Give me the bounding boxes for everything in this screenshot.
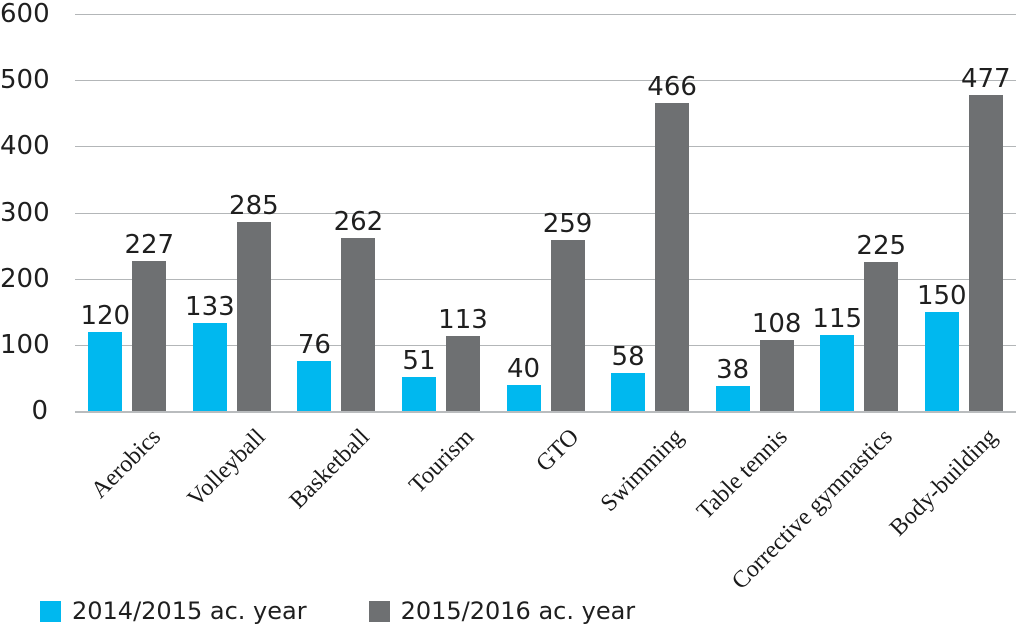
data-label: 120: [80, 300, 131, 331]
x-axis-category-labels: Aerobics Volleyball Basketball Tourism GTO Sw…: [75, 411, 1016, 596]
data-label: 259: [542, 208, 593, 239]
bar-series-2: [132, 260, 167, 411]
bar-wrap: 259: [543, 210, 592, 411]
category-group: 58 466: [598, 14, 703, 411]
data-label: 285: [229, 191, 279, 222]
y-tick-label: 500: [0, 65, 50, 96]
category-group: 115 225: [807, 14, 912, 411]
bar-wrap: 51: [401, 347, 436, 411]
data-label: 227: [124, 229, 175, 260]
bar-wrap: 225: [856, 232, 906, 411]
data-label: 115: [812, 303, 863, 334]
bar-wrap: 133: [185, 293, 235, 411]
data-label: 51: [402, 346, 436, 377]
bar-wrap: 108: [752, 310, 801, 411]
bar-wrap: 115: [812, 305, 862, 411]
y-tick-label: 400: [0, 131, 50, 162]
bar-series-1: [506, 384, 541, 411]
bar-series-1: [924, 311, 959, 411]
y-tick-label: 600: [0, 0, 50, 29]
data-label: 477: [960, 64, 1011, 95]
bar-series-1: [297, 360, 332, 411]
data-label: 133: [185, 292, 235, 322]
category-group: 38 108: [702, 14, 807, 411]
data-label: 38: [716, 354, 750, 385]
y-tick-label: 100: [0, 329, 50, 360]
bar-wrap: 40: [506, 355, 541, 411]
bar-wrap: 466: [647, 73, 697, 411]
category-label: Aerobics: [86, 424, 166, 504]
bar-series-2: [864, 262, 899, 411]
bar-series-1: [820, 334, 855, 411]
category-group: 76 262: [284, 14, 389, 411]
data-label: 262: [333, 206, 384, 237]
gridline: [75, 344, 1016, 346]
bar-series-2: [550, 239, 585, 411]
data-label: 40: [506, 353, 541, 384]
legend: 2014/2015 ac. year 2015/2016 ac. year: [40, 598, 635, 624]
bar-wrap: 113: [438, 306, 488, 411]
data-label: 58: [611, 341, 645, 372]
legend-label: 2014/2015 ac. year: [72, 597, 307, 625]
gridline: [75, 14, 1016, 15]
bar-series-2: [759, 339, 794, 411]
category-group: 133 285: [180, 14, 285, 411]
legend-swatch-icon: [368, 600, 390, 622]
bar-series-2: [236, 222, 271, 411]
legend-item: 2014/2015 ac. year: [40, 598, 307, 624]
y-tick-label: 0: [31, 396, 48, 426]
bar-series-1: [715, 385, 750, 411]
bar-wrap: 120: [80, 302, 130, 411]
data-label: 76: [297, 329, 331, 360]
legend-item: 2015/2016 ac. year: [368, 597, 636, 625]
bar-wrap: 285: [229, 192, 279, 411]
x-axis-line: [75, 411, 1016, 413]
bar-series-2: [968, 95, 1003, 411]
gridline: [75, 80, 1016, 82]
data-label: 113: [438, 305, 488, 336]
bar-series-1: [611, 372, 646, 411]
category-label: Basketball: [284, 424, 375, 515]
bar-wrap: 58: [611, 343, 646, 411]
category-label: GTO: [530, 424, 584, 477]
data-label: 150: [916, 280, 967, 311]
category-group: 120 227: [75, 14, 180, 411]
gridline: [75, 278, 1016, 280]
bar-series-2: [341, 237, 376, 411]
bar-wrap: 227: [124, 231, 174, 411]
category-label: Table tennis: [692, 424, 793, 525]
gridline: [75, 212, 1016, 214]
bar-wrap: 76: [297, 331, 332, 411]
bar-series-1: [401, 377, 436, 411]
y-tick-label: 300: [0, 197, 50, 228]
data-label: 466: [647, 71, 697, 102]
legend-label: 2015/2016 ac. year: [400, 597, 636, 625]
bar-wrap: 262: [334, 208, 383, 411]
data-label: 225: [856, 231, 907, 262]
gridline: [75, 146, 1016, 148]
bar-wrap: 38: [715, 356, 750, 411]
bar-series-2: [445, 336, 480, 411]
bar-series-1: [192, 323, 227, 411]
bar-wrap: 150: [917, 282, 967, 411]
category-group: 150 477: [912, 14, 1016, 411]
bar-series-2: [655, 102, 690, 411]
category-label: Volleyball: [182, 424, 271, 512]
plot-area: 120 227 133 285 76 262 51 113 40 259 58 466 38 108 115…: [75, 14, 1016, 411]
bar-series-1: [88, 331, 123, 411]
category-label: Body-building: [884, 424, 1003, 542]
category-group: 40 259: [493, 14, 598, 411]
y-tick-label: 200: [0, 263, 50, 294]
legend-swatch-icon: [40, 600, 61, 622]
category-label: Swimming: [595, 424, 689, 517]
data-label: 108: [751, 308, 802, 339]
category-group: 51 113: [389, 14, 494, 411]
category-label: Tourism: [404, 424, 480, 499]
category-label: Corrective gymnastics: [726, 424, 898, 595]
bar-wrap: 477: [961, 65, 1011, 411]
